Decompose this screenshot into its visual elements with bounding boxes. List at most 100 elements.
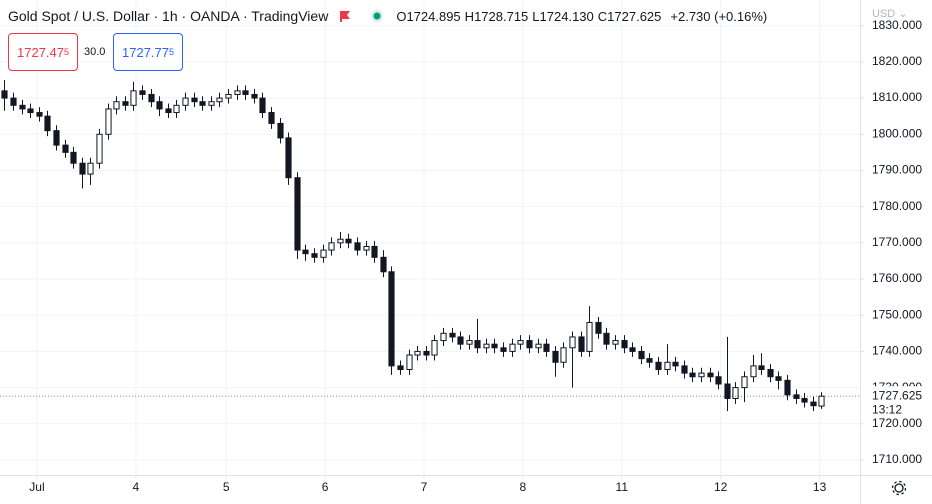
- settings-icon[interactable]: [891, 480, 907, 496]
- candle-body: [560, 347, 567, 363]
- x-tick-label: 7: [421, 480, 428, 494]
- candle-body: [483, 343, 490, 349]
- change: +2.730 (+0.16%): [670, 8, 768, 24]
- x-tick-label: 4: [133, 480, 140, 494]
- candle-body: [423, 350, 430, 356]
- candle-body: [182, 97, 189, 106]
- candle-body: [259, 97, 266, 114]
- candle-body: [337, 238, 344, 244]
- candle-body: [173, 104, 180, 114]
- candle-body: [569, 336, 576, 349]
- candle-body: [449, 332, 456, 338]
- candle-body: [526, 340, 533, 349]
- candle-body: [44, 115, 51, 132]
- candle-body: [268, 112, 275, 124]
- candle-body: [732, 387, 739, 399]
- candle-body: [586, 321, 593, 352]
- y-tick-label: 1750.000: [872, 307, 922, 321]
- candle-body: [612, 340, 619, 345]
- candle-body: [87, 162, 94, 175]
- sell-price: 1727.47: [17, 44, 64, 60]
- candle-body: [216, 97, 223, 103]
- candle-body: [354, 242, 361, 251]
- candle-body: [491, 343, 498, 349]
- candle-body: [371, 245, 378, 258]
- ohlc-key: H: [464, 8, 475, 24]
- candle-body: [79, 162, 86, 175]
- candle-body: [27, 108, 34, 114]
- candle-body: [380, 256, 387, 273]
- candle-body: [414, 350, 421, 356]
- candle-body: [724, 383, 731, 399]
- ohlc-value: 1728.715: [474, 8, 529, 24]
- candle-body: [113, 101, 120, 110]
- y-tick-label: 1770.000: [872, 235, 922, 249]
- candle-body: [388, 271, 395, 367]
- flag-icon[interactable]: [338, 9, 352, 23]
- y-tick-label: 1780.000: [872, 199, 922, 213]
- candle-body: [1, 90, 8, 99]
- candle-body: [664, 361, 671, 371]
- currency-selector[interactable]: USD ⌄: [872, 7, 908, 20]
- candle-body: [655, 361, 662, 371]
- candle-body: [500, 347, 507, 352]
- candle-body: [191, 97, 198, 103]
- candle-body: [741, 376, 748, 389]
- candle-body: [139, 90, 146, 95]
- market-status: [371, 10, 384, 22]
- buy-pip: 5: [169, 47, 175, 57]
- ohlc-value: 1724.895: [406, 8, 461, 24]
- candle-body: [105, 108, 112, 135]
- candle-body: [96, 133, 103, 164]
- candle-body: [397, 365, 404, 371]
- candle-body: [509, 343, 516, 352]
- ohlc-value: 1727.625: [607, 8, 662, 24]
- x-tick-label: 8: [520, 480, 527, 494]
- candle-body: [793, 394, 800, 399]
- candle-body: [70, 151, 77, 164]
- candle-body: [62, 144, 69, 153]
- y-tick-label: 1830.000: [872, 18, 922, 32]
- candle-body: [36, 112, 43, 117]
- candle-body: [715, 376, 722, 385]
- candle-body: [758, 365, 765, 371]
- candle-body: [543, 343, 550, 352]
- symbol-title[interactable]: Gold Spot / U.S. Dollar · 1h · OANDA · T…: [8, 8, 329, 24]
- ohlc-key: C: [597, 8, 608, 24]
- candle-body: [638, 350, 645, 360]
- candle-body: [552, 350, 559, 363]
- x-tick-label: Jul: [29, 480, 44, 494]
- x-tick-label: 5: [223, 480, 230, 494]
- ohlc-values: O1724.895 H1728.715 L1724.130 C1727.625: [396, 9, 665, 24]
- candle-body: [225, 93, 232, 99]
- candle-body: [707, 372, 714, 378]
- candle-body: [208, 101, 215, 106]
- candle-body: [406, 354, 413, 371]
- sell-button[interactable]: 1727.47 5: [8, 33, 79, 71]
- candle-body: [474, 340, 481, 349]
- candle-body: [277, 122, 284, 139]
- legend: Gold Spot / U.S. Dollar · 1h · OANDA · T…: [8, 8, 767, 24]
- candle-body: [302, 249, 309, 255]
- candle-body: [681, 365, 688, 374]
- buy-button[interactable]: 1727.77 5: [113, 33, 184, 71]
- candle-body: [457, 336, 464, 345]
- candle-body: [165, 108, 172, 114]
- ohlc-value: 1724.130: [539, 8, 594, 24]
- candle-body: [578, 336, 585, 352]
- candle-body: [801, 397, 808, 403]
- candle-body: [689, 372, 696, 378]
- candle-body: [242, 90, 249, 95]
- candle-body: [784, 379, 791, 396]
- y-tick-label: 1800.000: [872, 126, 922, 140]
- candle-body: [53, 130, 60, 146]
- candle-body: [148, 93, 155, 103]
- x-tick-label: 6: [322, 480, 329, 494]
- candle-body: [320, 249, 327, 258]
- candle-body: [535, 343, 542, 349]
- candle-body: [294, 177, 301, 251]
- candle-body: [672, 361, 679, 367]
- candle-body: [698, 372, 705, 378]
